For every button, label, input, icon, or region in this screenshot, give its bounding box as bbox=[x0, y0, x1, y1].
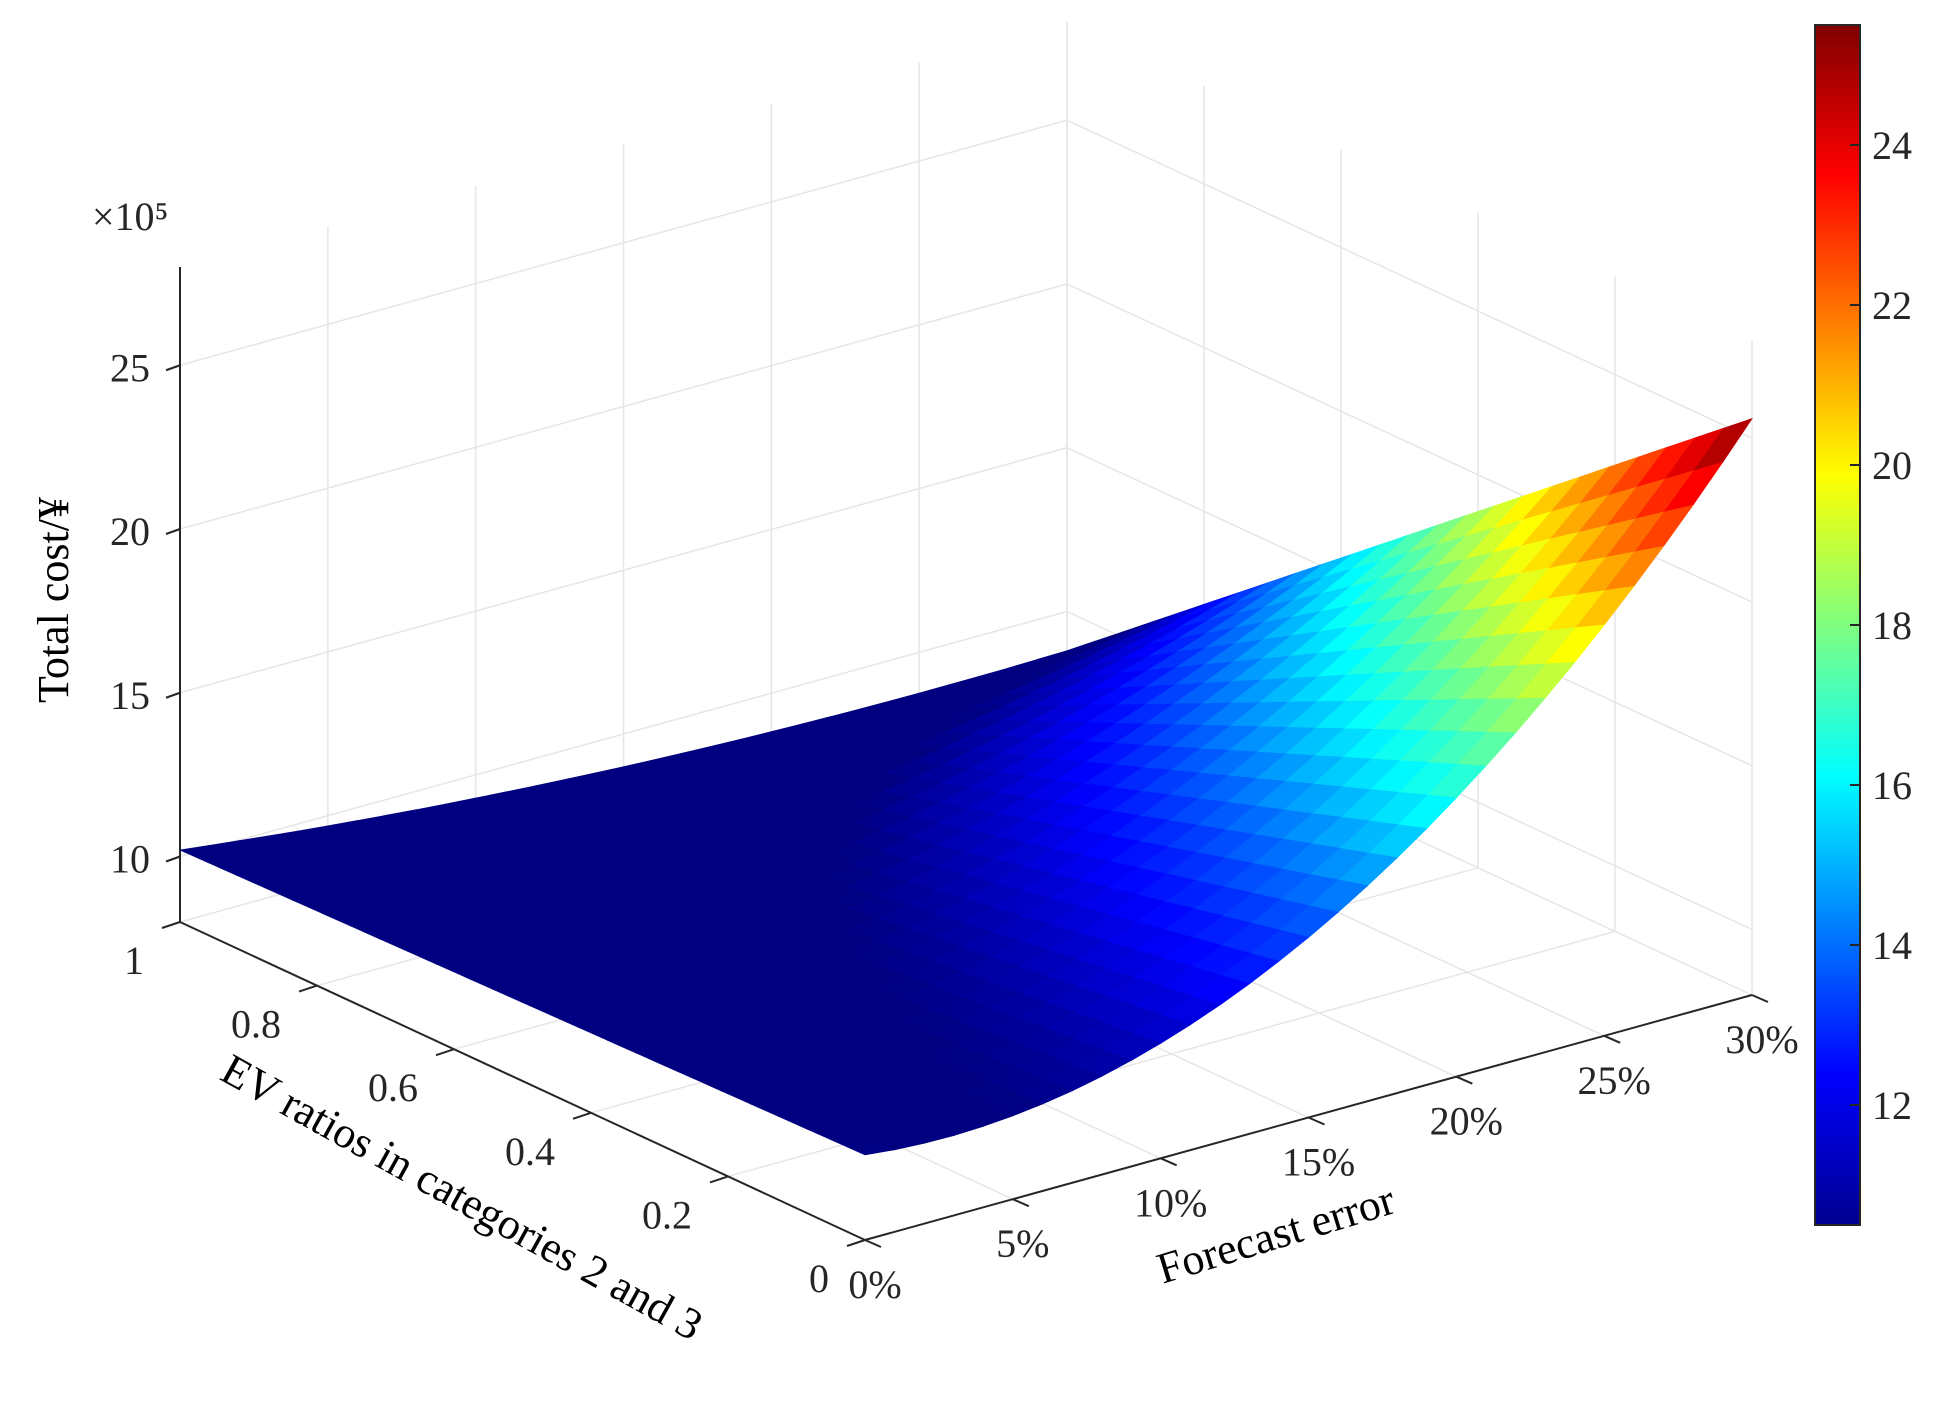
grid-line bbox=[179, 447, 1068, 694]
x-tick-mark bbox=[1455, 1075, 1473, 1085]
z-tick-mark bbox=[165, 691, 181, 699]
x-tick-label: 25% bbox=[1578, 1058, 1651, 1103]
z-tick-label: 15 bbox=[110, 673, 150, 718]
z-tick-label: 25 bbox=[110, 345, 150, 390]
surface bbox=[178, 417, 1753, 1156]
y-tick-label: 0.6 bbox=[368, 1065, 418, 1110]
surface-patch bbox=[835, 1136, 896, 1156]
y-tick-mark bbox=[572, 1111, 592, 1120]
y-tick-label: 0 bbox=[809, 1256, 829, 1301]
y-tick-label: 0.2 bbox=[642, 1192, 692, 1237]
colorbar-tick-label: 24 bbox=[1872, 123, 1912, 168]
x-tick-label: 10% bbox=[1134, 1180, 1207, 1225]
y-tick-label: 1 bbox=[124, 938, 144, 983]
x-tick-mark bbox=[1160, 1157, 1178, 1167]
x-tick-mark bbox=[864, 1239, 882, 1248]
x-tick-mark bbox=[1603, 1034, 1621, 1044]
grid-line bbox=[179, 610, 1068, 858]
colorbar: 12 14 16 18 20 22 24 bbox=[1814, 24, 1912, 1226]
colorbar-tick-label: 22 bbox=[1872, 283, 1912, 328]
x-tick-mark bbox=[1751, 994, 1769, 1003]
colorbar-tick-label: 12 bbox=[1872, 1083, 1912, 1128]
y-tick-label: 0.8 bbox=[231, 1002, 281, 1047]
x-tick-label: 15% bbox=[1282, 1140, 1355, 1185]
x-tick-label: 30% bbox=[1725, 1017, 1798, 1062]
y-axis-line bbox=[179, 921, 866, 1241]
x-tick-label: 5% bbox=[996, 1221, 1049, 1266]
colorbar-tick-label: 16 bbox=[1872, 763, 1912, 808]
y-tick-mark bbox=[709, 1175, 729, 1184]
z-tick-mark bbox=[165, 855, 181, 863]
colorbar-tick-label: 20 bbox=[1872, 443, 1912, 488]
colorbar-tick-label: 18 bbox=[1872, 603, 1912, 648]
z-exponent-label: ×10⁵ bbox=[92, 194, 169, 239]
grid-line bbox=[179, 119, 1068, 366]
y-tick-mark bbox=[161, 921, 181, 929]
z-tick-mark bbox=[165, 364, 181, 372]
y-tick-mark bbox=[435, 1048, 455, 1057]
y-axis-label: EV ratios in categories 2 and 3 bbox=[213, 1045, 711, 1350]
colorbar-tick-label: 14 bbox=[1872, 923, 1912, 968]
z-tick-label: 20 bbox=[110, 509, 150, 554]
x-tick-label: 0% bbox=[848, 1262, 901, 1307]
x-tick-mark bbox=[1012, 1198, 1030, 1208]
tick-labels: 0% 5% 10% 15% 20% 25% 30% 0 0.2 0.4 0.6 0.8 1 10 15 20 2… bbox=[110, 345, 1799, 1307]
y-tick-mark bbox=[846, 1239, 866, 1247]
y-tick-label: 0.4 bbox=[505, 1129, 555, 1174]
z-tick-mark bbox=[165, 528, 181, 535]
grid-line bbox=[179, 283, 1068, 530]
y-tick-mark bbox=[298, 984, 318, 993]
z-axis-label: Total cost/¥ bbox=[29, 497, 78, 703]
x-tick-label: 20% bbox=[1430, 1099, 1503, 1144]
z-tick-label: 10 bbox=[110, 837, 150, 882]
colorbar-ticks: 12 14 16 18 20 22 24 bbox=[1850, 123, 1912, 1128]
grid-line bbox=[1066, 119, 1753, 439]
x-tick-mark bbox=[1308, 1116, 1325, 1126]
